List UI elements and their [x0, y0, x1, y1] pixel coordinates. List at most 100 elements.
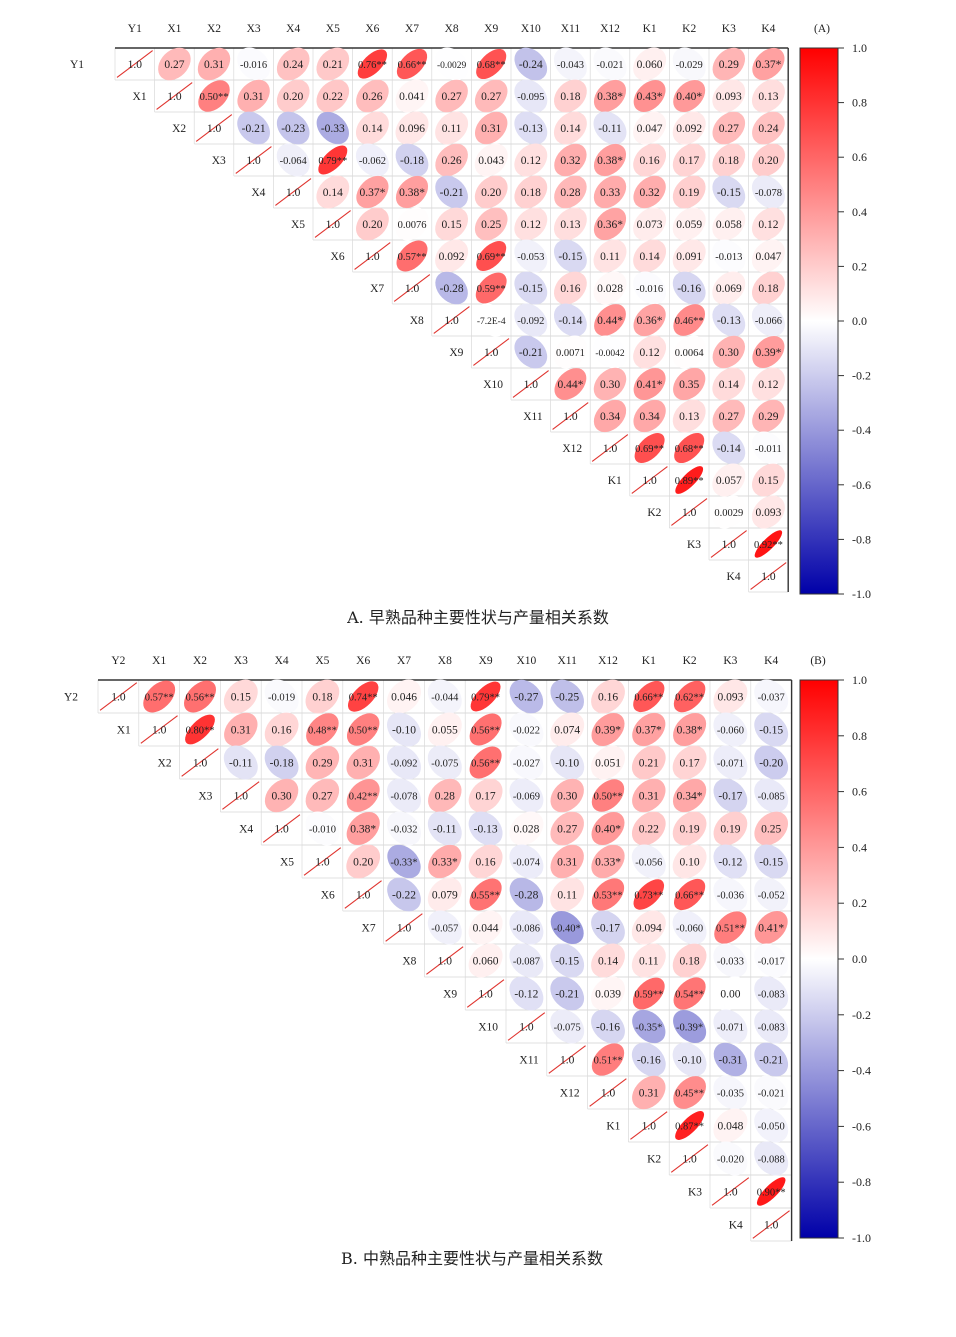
correlation-cell: -0.21 [754, 1042, 789, 1077]
correlation-cell: 1.0 [750, 562, 787, 590]
row-label: K1 [606, 1121, 620, 1133]
correlation-ellipse [357, 49, 388, 79]
correlation-cell: 0.55** [469, 878, 502, 911]
diagonal-mark [303, 847, 342, 876]
correlation-ellipse [356, 79, 389, 113]
correlation-cell: 1.0 [552, 402, 589, 430]
correlation-cell: -0.10 [550, 745, 585, 780]
cell-value: 1.0 [152, 725, 167, 737]
correlation-ellipse [713, 844, 748, 879]
correlation-cell: -0.066 [751, 303, 785, 337]
correlation-ellipse [264, 679, 299, 714]
correlation-cell: -0.35* [632, 1009, 666, 1044]
diagonal-mark [711, 1177, 750, 1206]
cell-value: 0.41* [637, 379, 663, 391]
correlation-cell: 0.31 [474, 111, 508, 145]
correlation-cell: 0.27 [712, 399, 746, 433]
correlation-cell: 0.047 [633, 111, 667, 145]
correlation-ellipse [386, 811, 422, 846]
correlation-cell: -0.083 [754, 1009, 789, 1044]
row-label: X11 [523, 411, 543, 423]
cell-value: 0.79** [318, 156, 347, 167]
correlation-cell: -0.21 [514, 335, 548, 369]
cell-value: 0.20 [353, 857, 373, 869]
correlation-ellipse [591, 844, 625, 879]
correlation-cell: -0.078 [387, 778, 421, 813]
correlation-cell: 1.0 [116, 50, 153, 78]
correlation-ellipse [712, 335, 746, 369]
correlation-ellipse [631, 943, 666, 978]
cell-value: 1.0 [764, 1220, 779, 1232]
correlation-ellipse [550, 1009, 585, 1044]
correlation-ellipse [468, 844, 503, 879]
cell-value: 1.0 [722, 539, 737, 551]
cell-value: 0.57** [145, 693, 174, 704]
correlation-cell: 0.060 [468, 943, 503, 978]
row-label: X5 [280, 857, 294, 869]
column-label: X7 [405, 23, 419, 35]
correlation-ellipse [714, 911, 747, 944]
correlation-cell: 0.73** [633, 879, 665, 910]
correlation-cell: 0.25 [754, 811, 789, 846]
panel-a: Y1 X1 X2 X3 X4 X5 X6 X7 X8 X9 X10 X11 X12 K1 K2 K3 K4 Y1 1… [70, 23, 871, 627]
correlation-cell: -0.16 [672, 271, 706, 305]
correlation-cell: 0.36* [633, 303, 666, 337]
cell-value: 1.0 [274, 824, 289, 836]
correlation-cell: -0.0042 [593, 335, 627, 369]
correlation-ellipse [514, 271, 548, 305]
cell-value: 0.74** [349, 693, 378, 704]
correlation-ellipse [754, 1108, 789, 1143]
cell-value: -0.33 [321, 123, 345, 135]
cell-value: -0.057 [431, 924, 458, 935]
correlation-cell: -0.15 [553, 239, 587, 273]
cell-value: 0.36* [637, 315, 663, 327]
row-label: X8 [402, 956, 416, 968]
correlation-ellipse [591, 943, 625, 978]
correlation-cell: 1.0 [393, 274, 431, 302]
correlation-cell: 0.14 [355, 111, 389, 145]
row-label: X10 [483, 379, 503, 391]
cell-value: -0.021 [596, 60, 623, 71]
correlation-cell: -0.033 [713, 943, 748, 978]
diagonal-mark [548, 1045, 586, 1074]
cell-value: -0.23 [281, 123, 305, 135]
correlation-cell: 0.34* [672, 778, 707, 813]
cell-value: 1.0 [207, 123, 222, 135]
diagonal-mark [222, 781, 260, 810]
cell-value: 0.060 [637, 59, 663, 71]
correlation-ellipse [264, 745, 299, 780]
cell-value: -0.12 [514, 989, 538, 1001]
correlation-ellipse [514, 79, 548, 113]
correlation-ellipse [674, 432, 705, 464]
correlation-ellipse [476, 48, 507, 80]
correlation-ellipse [673, 1009, 707, 1044]
diagonal-mark [354, 242, 391, 270]
correlation-cell: 0.028 [509, 811, 544, 846]
correlation-cell: 0.33* [428, 844, 462, 879]
row-label: X6 [321, 890, 335, 902]
correlation-cell: 1.0 [275, 178, 312, 206]
correlation-ellipse [550, 712, 585, 747]
correlation-cell: 0.59** [632, 977, 665, 1010]
cell-value: 0.18 [680, 956, 700, 968]
correlation-cell: 0.18 [672, 943, 707, 978]
diagonal-mark [671, 498, 708, 526]
column-label: X8 [438, 655, 452, 667]
correlation-ellipse [550, 943, 585, 978]
correlation-ellipse [427, 811, 462, 846]
correlation-cell: 0.31 [197, 47, 231, 81]
correlation-ellipse [514, 335, 548, 369]
cell-value: 0.33 [600, 187, 620, 199]
correlation-cell: -0.33 [316, 111, 349, 145]
correlation-cell: -0.075 [550, 1009, 585, 1044]
correlation-cell: 0.20 [474, 175, 508, 209]
cell-value: 0.17 [680, 758, 700, 770]
cell-value: 0.38* [597, 91, 623, 103]
cell-value: 0.094 [636, 923, 662, 935]
cell-value: -0.083 [758, 1023, 785, 1034]
cell-value: 1.0 [246, 155, 261, 167]
correlation-cell: 0.16 [468, 844, 503, 879]
correlation-ellipse [593, 143, 627, 177]
correlation-cell: -0.15 [754, 712, 789, 747]
cell-value: -0.10 [678, 1055, 702, 1067]
